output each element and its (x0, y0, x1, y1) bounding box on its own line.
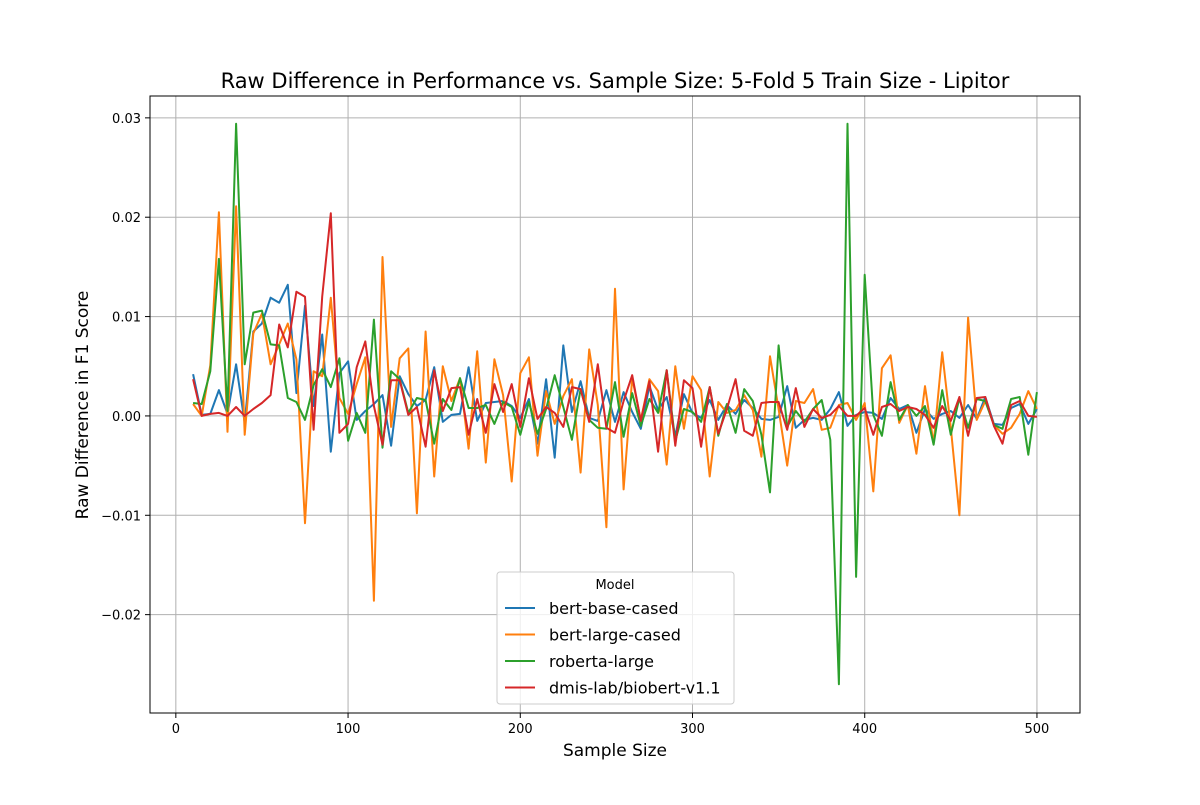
legend-label-1: bert-large-cased (549, 626, 681, 645)
legend-box (496, 571, 735, 705)
x-tick-label: 100 (336, 722, 361, 737)
series-line-1 (192, 205, 1038, 602)
axis-ticks: 0 100 200 300 400 500 −0.02 −0.01 0.00 0.01 0.02 0.… (101, 112, 1049, 737)
y-tick-label: 0.01 (112, 311, 141, 326)
series-lines (192, 122, 1038, 686)
y-tick-label: 0.02 (112, 211, 141, 226)
x-axis-label: Sample Size (563, 741, 667, 761)
y-tick-label: 0.03 (112, 112, 141, 127)
legend-label-0: bert-base-cased (549, 599, 678, 618)
legend: Model bert-base-cased bert-large-cased rob… (496, 571, 735, 705)
x-tick-label: 0 (172, 722, 180, 737)
legend-title: Model (595, 578, 634, 593)
legend-label-3: dmis-lab/biobert-v1.1 (549, 679, 721, 698)
legend-entries: bert-base-cased bert-large-cased roberta-l… (505, 599, 721, 698)
y-tick-label: −0.02 (101, 609, 141, 624)
y-tick-label: 0.00 (112, 410, 141, 425)
series-line-3 (192, 212, 1038, 453)
series-line-2 (192, 122, 1038, 686)
x-tick-label: 500 (1025, 722, 1050, 737)
y-tick-label: −0.01 (101, 509, 141, 524)
legend-label-2: roberta-large (549, 652, 654, 671)
x-tick-label: 400 (852, 722, 877, 737)
x-tick-label: 300 (680, 722, 705, 737)
x-tick-label: 200 (508, 722, 533, 737)
y-axis-label: Raw Difference in F1 Score (73, 291, 93, 520)
plot-frame (149, 95, 1081, 714)
chart-title: Raw Difference in Performance vs. Sample… (221, 69, 1010, 93)
